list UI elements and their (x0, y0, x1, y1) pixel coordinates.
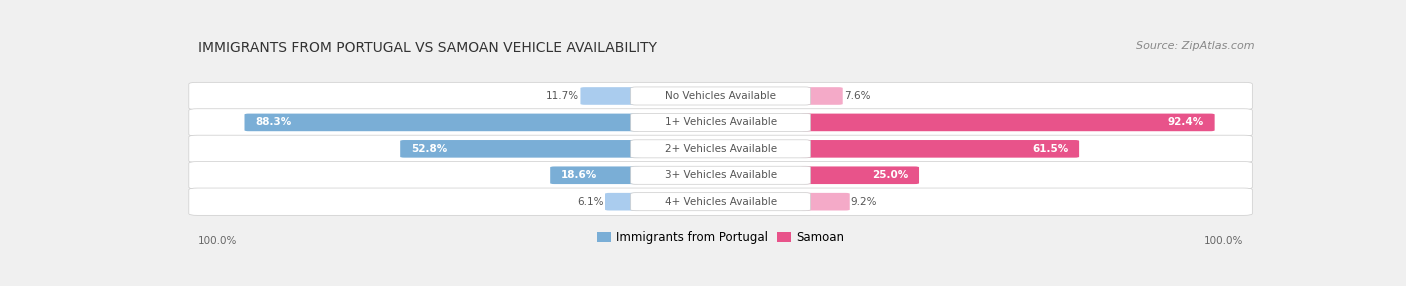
Text: 1+ Vehicles Available: 1+ Vehicles Available (665, 118, 776, 127)
Text: 92.4%: 92.4% (1167, 118, 1204, 127)
FancyBboxPatch shape (188, 135, 1253, 162)
Text: 61.5%: 61.5% (1032, 144, 1069, 154)
FancyBboxPatch shape (800, 87, 842, 105)
Text: 100.0%: 100.0% (1204, 236, 1244, 246)
Text: No Vehicles Available: No Vehicles Available (665, 91, 776, 101)
Text: 3+ Vehicles Available: 3+ Vehicles Available (665, 170, 776, 180)
Text: 18.6%: 18.6% (561, 170, 598, 180)
FancyBboxPatch shape (245, 114, 641, 131)
FancyBboxPatch shape (800, 166, 920, 184)
FancyBboxPatch shape (800, 193, 849, 210)
Text: 6.1%: 6.1% (578, 197, 605, 207)
Text: 2+ Vehicles Available: 2+ Vehicles Available (665, 144, 776, 154)
FancyBboxPatch shape (401, 140, 641, 158)
Text: 52.8%: 52.8% (411, 144, 447, 154)
Legend: Immigrants from Portugal, Samoan: Immigrants from Portugal, Samoan (592, 226, 849, 249)
FancyBboxPatch shape (605, 193, 641, 210)
FancyBboxPatch shape (188, 82, 1253, 110)
Text: Source: ZipAtlas.com: Source: ZipAtlas.com (1136, 41, 1254, 51)
FancyBboxPatch shape (800, 114, 1215, 131)
FancyBboxPatch shape (188, 188, 1253, 215)
FancyBboxPatch shape (631, 140, 810, 158)
Text: 88.3%: 88.3% (256, 118, 291, 127)
Text: 25.0%: 25.0% (872, 170, 908, 180)
FancyBboxPatch shape (631, 193, 810, 211)
FancyBboxPatch shape (188, 162, 1253, 189)
Text: 11.7%: 11.7% (547, 91, 579, 101)
Text: IMMIGRANTS FROM PORTUGAL VS SAMOAN VEHICLE AVAILABILITY: IMMIGRANTS FROM PORTUGAL VS SAMOAN VEHIC… (197, 41, 657, 55)
FancyBboxPatch shape (188, 109, 1253, 136)
FancyBboxPatch shape (800, 140, 1080, 158)
FancyBboxPatch shape (631, 113, 810, 132)
Text: 4+ Vehicles Available: 4+ Vehicles Available (665, 197, 776, 207)
FancyBboxPatch shape (581, 87, 641, 105)
FancyBboxPatch shape (550, 166, 641, 184)
FancyBboxPatch shape (631, 87, 810, 105)
Text: 9.2%: 9.2% (851, 197, 877, 207)
Text: 100.0%: 100.0% (197, 236, 238, 246)
Text: 7.6%: 7.6% (844, 91, 870, 101)
FancyBboxPatch shape (631, 166, 810, 184)
